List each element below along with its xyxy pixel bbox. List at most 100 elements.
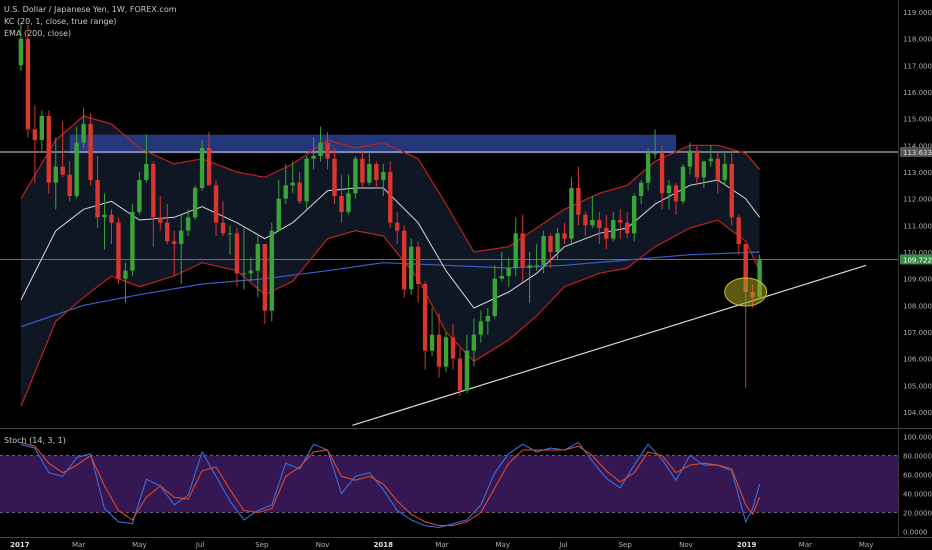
candle-body <box>618 220 623 223</box>
candle-body <box>652 153 658 155</box>
time-tick-label: Nov <box>679 541 693 549</box>
resistance-price-tag-bg <box>900 147 932 157</box>
candle-body <box>492 278 497 316</box>
candle-body <box>478 321 484 335</box>
candle-body <box>666 185 672 194</box>
candle-body <box>471 334 477 351</box>
candle-body <box>227 233 233 235</box>
candle-body <box>290 182 295 186</box>
time-tick-label: Jul <box>558 541 568 549</box>
stoch-indicator-label[interactable]: Stoch (14, 3, 1) <box>4 436 66 445</box>
price-tick-label: 115.000 <box>903 116 932 124</box>
candle-body <box>555 233 560 252</box>
candle-body <box>241 273 247 275</box>
candle-body <box>401 230 407 290</box>
price-tick-label: 118.000 <box>903 36 932 44</box>
price-tick-label: 117.000 <box>903 62 932 70</box>
candle-body <box>541 236 546 266</box>
candle-body <box>673 185 679 202</box>
candle-body <box>339 196 344 212</box>
time-tick-label: 2019 <box>737 541 757 549</box>
time-tick-label: 2018 <box>374 541 394 549</box>
support-trendline <box>352 264 867 426</box>
candle-body <box>534 265 539 267</box>
candle-body <box>88 124 93 180</box>
time-tick-label: Nov <box>316 541 330 549</box>
candle-body <box>95 180 100 218</box>
stoch-tick-label: 40.0000 <box>903 490 932 498</box>
ema-indicator-label[interactable]: EMA (200, close) <box>4 29 72 38</box>
candle-body <box>576 188 581 215</box>
stoch-tick-label: 60.0000 <box>903 472 932 480</box>
candle-body <box>757 260 762 298</box>
candle-body <box>311 156 316 159</box>
candle-body <box>395 222 400 231</box>
candle-body <box>332 158 337 196</box>
candle-body <box>548 236 553 252</box>
resistance-price-tag: 113.633 <box>903 149 932 157</box>
candle-body <box>715 158 721 180</box>
price-tick-label: 112.000 <box>903 196 932 204</box>
candle-body <box>81 124 86 143</box>
time-tick-label: May <box>859 541 873 549</box>
keltner-upper-line <box>20 115 761 253</box>
candles-group <box>18 22 762 396</box>
price-tick-label: 119.000 <box>903 9 932 17</box>
candle-body <box>178 230 184 244</box>
stoch-d-line <box>20 441 761 527</box>
candle-body <box>485 316 491 322</box>
candle-body <box>527 265 532 268</box>
candle-body <box>248 270 254 274</box>
candle-body <box>172 241 177 244</box>
time-tick-label: Sep <box>255 541 269 549</box>
candle-body <box>374 164 379 180</box>
candle-body <box>631 196 637 234</box>
candle-body <box>144 164 149 180</box>
candle-body <box>297 182 302 202</box>
candle-body <box>708 158 714 162</box>
candle-body <box>450 337 456 359</box>
candle-body <box>255 244 261 271</box>
candle-body <box>604 228 609 239</box>
candle-body <box>638 182 644 196</box>
time-tick-label: May <box>496 541 510 549</box>
candle-body <box>659 153 665 194</box>
current-price-tag: 109.722 <box>903 256 932 264</box>
price-tick-label: 106.000 <box>903 356 932 364</box>
current-price-tag-bg <box>900 254 932 265</box>
candle-body <box>729 164 734 218</box>
candle-body <box>67 174 72 196</box>
candle-body <box>137 180 142 212</box>
price-tick-label: 110.000 <box>903 249 932 257</box>
candle-body <box>220 222 226 234</box>
time-tick-label: Mar <box>72 541 85 549</box>
candle-body <box>102 214 107 218</box>
candle-body <box>694 150 700 178</box>
time-tick-label: May <box>132 541 146 549</box>
chart-title: U.S. Dollar / Japanese Yen, 1W, FOREX.co… <box>4 5 177 14</box>
kc-indicator-label[interactable]: KC (20, 1, close, true range) <box>4 17 117 26</box>
price-tick-label: 104.000 <box>903 409 932 417</box>
stoch-tick-label: 20.0000 <box>903 509 932 517</box>
price-tick-label: 111.000 <box>903 222 932 230</box>
candle-body <box>32 129 38 140</box>
time-tick-label: Jul <box>195 541 205 549</box>
highlight-ellipse <box>724 277 768 307</box>
price-tick-label: 116.000 <box>903 89 932 97</box>
candle-body <box>736 217 741 244</box>
price-tick-label: 105.000 <box>903 382 932 390</box>
candle-body <box>199 148 205 188</box>
candle-body <box>262 244 268 311</box>
price-tick-label: 114.000 <box>903 142 932 150</box>
candle-body <box>304 158 309 202</box>
candle-body <box>158 217 163 223</box>
candle-body <box>269 230 274 311</box>
candle-body <box>590 220 595 226</box>
candle-body <box>325 142 330 159</box>
candle-body <box>74 142 79 196</box>
candle-body <box>611 220 616 239</box>
keltner-lower-line <box>20 219 761 407</box>
price-tick-label: 113.000 <box>903 169 932 177</box>
candle-body <box>130 212 135 271</box>
